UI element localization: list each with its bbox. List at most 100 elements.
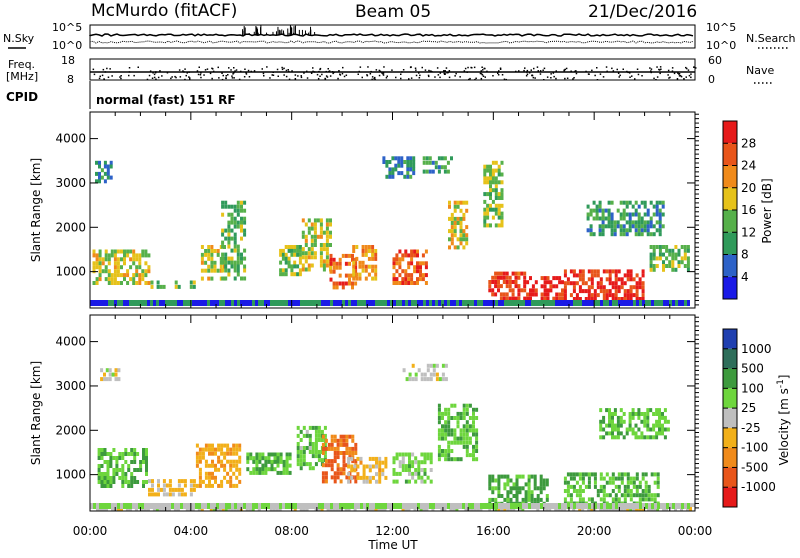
data-cell: [587, 269, 591, 274]
nave-dot: [369, 73, 372, 75]
data-cell: [450, 432, 454, 437]
data-cell: [622, 412, 626, 416]
ground-scatter-cell: [102, 300, 105, 306]
data-cell: [611, 435, 614, 440]
ground-scatter-cell: [198, 503, 201, 509]
data-cell: [352, 268, 356, 273]
power-colorbar-label: Power [dB]: [760, 178, 774, 243]
data-cell: [608, 408, 611, 413]
data-cell: [145, 464, 148, 468]
data-cell: [232, 447, 236, 452]
colorbar-tick-label: 500: [741, 362, 764, 376]
data-cell: [520, 288, 524, 293]
data-cell: [616, 208, 620, 213]
data-cell: [614, 476, 618, 481]
ground-scatter-cell: [111, 503, 114, 509]
data-cell: [317, 454, 321, 459]
data-cell: [204, 475, 208, 480]
data-cell: [486, 192, 490, 197]
data-cell: [246, 467, 250, 472]
data-cell: [641, 497, 645, 502]
data-cell: [686, 267, 690, 272]
data-cell: [578, 285, 582, 290]
nave-dot: [564, 77, 566, 80]
nave-dot: [233, 67, 235, 69]
data-cell: [497, 474, 501, 479]
nave-dot: [480, 73, 483, 75]
colorbar-segment: [723, 427, 737, 448]
data-cell: [392, 281, 396, 285]
data-cell: [426, 368, 430, 373]
data-cell: [107, 253, 111, 258]
data-cell: [100, 476, 104, 480]
data-cell: [101, 261, 105, 266]
ground-scatter-cell: [342, 503, 345, 509]
data-cell: [183, 483, 187, 488]
data-cell: [542, 482, 546, 487]
data-cell: [468, 436, 472, 441]
data-cell: [284, 260, 288, 265]
data-cell: [462, 428, 466, 433]
data-cell: [671, 264, 675, 268]
nave-dot: [564, 68, 566, 71]
data-cell: [314, 442, 318, 446]
data-cell: [382, 156, 386, 161]
data-cell: [658, 419, 661, 424]
colorbar-segment: [723, 487, 737, 507]
ground-scatter-cell: [306, 503, 309, 509]
nave-dot: [483, 67, 485, 70]
data-cell: [530, 490, 534, 495]
ground-scatter-cell: [576, 503, 579, 509]
data-cell: [666, 427, 670, 432]
data-cell: [157, 483, 160, 488]
data-cell: [123, 257, 126, 262]
data-cell: [238, 479, 242, 484]
ground-scatter-cell: [600, 503, 603, 509]
data-cell: [345, 442, 349, 447]
ground-scatter-cell: [504, 503, 507, 509]
data-cell: [456, 411, 460, 416]
data-cell: [441, 372, 445, 377]
data-cell: [644, 484, 648, 489]
data-cell: [208, 443, 211, 448]
ground-scatter-cell: [441, 300, 444, 306]
data-cell: [462, 432, 466, 437]
data-cell: [661, 423, 664, 428]
ground-scatter-cell: [399, 300, 402, 306]
nave-dot: [294, 78, 297, 80]
velocity-ylabel: Slant Range [km]: [29, 361, 43, 465]
data-cell: [136, 452, 140, 456]
data-cell: [299, 446, 303, 450]
data-cell: [98, 265, 102, 270]
data-cell: [509, 497, 513, 502]
data-cell: [108, 368, 112, 373]
data-cell: [116, 261, 120, 266]
data-cell: [198, 459, 202, 464]
ground-scatter-cell: [519, 300, 522, 306]
data-cell: [558, 276, 562, 281]
data-cell: [401, 452, 405, 457]
data-cell: [130, 480, 134, 484]
data-cell: [293, 248, 297, 253]
ground-scatter-cell: [498, 503, 501, 509]
data-cell: [619, 431, 623, 436]
data-cell: [637, 228, 641, 233]
data-cell: [351, 438, 355, 443]
data-region: [526, 276, 564, 305]
data-cell: [425, 169, 429, 174]
data-cell: [110, 273, 114, 278]
data-cell: [483, 192, 487, 197]
data-cell: [514, 275, 518, 280]
data-cell: [258, 470, 262, 475]
data-cell: [608, 431, 611, 436]
data-cell: [405, 377, 409, 382]
data-cell: [284, 245, 288, 249]
ground-scatter-cell: [201, 300, 204, 306]
ground-scatter-cell: [321, 503, 324, 509]
data-cell: [142, 484, 145, 488]
data-cell: [124, 452, 128, 456]
data-cell: [472, 449, 475, 453]
data-cell: [511, 292, 515, 297]
data-cell: [462, 245, 466, 250]
data-cell: [517, 296, 521, 301]
